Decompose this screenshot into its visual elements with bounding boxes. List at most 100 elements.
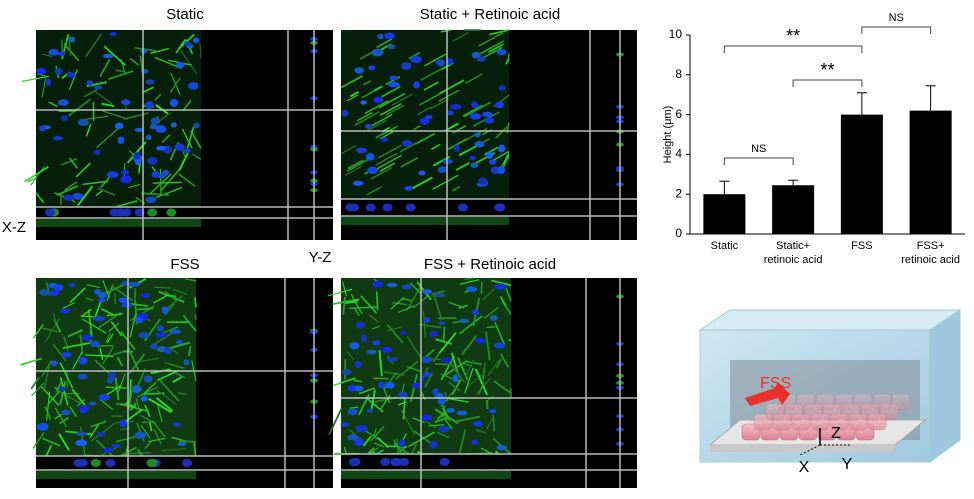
micrograph bbox=[340, 29, 637, 240]
actin-fiber bbox=[99, 59, 111, 77]
actin-fiber bbox=[170, 72, 181, 95]
xz-spot bbox=[391, 458, 402, 466]
actin-fiber bbox=[354, 110, 380, 127]
xz-spot bbox=[439, 458, 450, 466]
nucleus bbox=[54, 68, 63, 75]
actin-fiber bbox=[480, 447, 493, 455]
actin-fiber bbox=[72, 351, 83, 370]
nucleus bbox=[471, 51, 481, 59]
actin-fiber bbox=[144, 440, 152, 450]
actin-fiber bbox=[140, 424, 151, 439]
actin-fiber bbox=[59, 362, 74, 389]
actin-fiber bbox=[371, 113, 393, 127]
actin-fiber bbox=[346, 94, 359, 102]
x-tick-label: Static+ retinoic acid bbox=[764, 240, 823, 266]
nucleus bbox=[183, 359, 190, 366]
actin-fiber bbox=[61, 158, 78, 166]
nucleus bbox=[140, 293, 151, 298]
xz-spot bbox=[350, 458, 361, 466]
nucleus bbox=[57, 51, 66, 56]
flow-label: FSS bbox=[760, 375, 791, 392]
nucleus bbox=[465, 286, 478, 293]
actin-fiber bbox=[31, 382, 45, 397]
actin-fiber bbox=[379, 394, 391, 410]
cell bbox=[815, 393, 835, 411]
nucleus bbox=[496, 445, 507, 451]
actin-fiber bbox=[380, 131, 394, 140]
actin-fiber bbox=[127, 346, 140, 372]
nucleus bbox=[59, 308, 71, 314]
actin-fiber bbox=[97, 187, 116, 196]
nucleus bbox=[387, 357, 398, 362]
nucleus bbox=[446, 110, 454, 116]
actin-fiber bbox=[182, 314, 197, 332]
actin-fiber bbox=[446, 138, 468, 151]
actin-fiber bbox=[69, 406, 78, 417]
actin-fiber bbox=[75, 162, 91, 178]
actin-fiber bbox=[82, 180, 109, 186]
actin-fiber bbox=[144, 404, 151, 417]
nucleus bbox=[60, 409, 72, 416]
actin-fiber bbox=[502, 152, 510, 165]
actin-fiber bbox=[408, 51, 421, 60]
actin-fiber bbox=[343, 446, 348, 455]
actin-fiber bbox=[164, 362, 185, 369]
nucleus bbox=[77, 119, 89, 126]
actin-fiber bbox=[378, 144, 402, 159]
y-label: Y bbox=[842, 456, 853, 473]
actin-fiber bbox=[76, 399, 86, 407]
actin-fiber bbox=[102, 110, 128, 120]
nucleus bbox=[145, 134, 152, 141]
nucleus bbox=[349, 342, 360, 350]
xz-spot bbox=[457, 203, 468, 212]
xz-strip bbox=[36, 471, 196, 479]
actin-fiber bbox=[95, 190, 103, 197]
nucleus bbox=[54, 283, 64, 292]
actin-fiber bbox=[24, 166, 49, 183]
actin-fiber bbox=[106, 284, 114, 301]
z-label: Z bbox=[831, 425, 841, 442]
actin-fiber bbox=[376, 38, 393, 48]
actin-fiber bbox=[390, 297, 405, 310]
actin-fiber bbox=[489, 29, 510, 36]
nucleus bbox=[175, 61, 185, 68]
actin-fiber bbox=[366, 186, 382, 196]
nucleus bbox=[96, 431, 106, 437]
nucleus bbox=[145, 196, 157, 204]
actin-fiber bbox=[82, 318, 107, 334]
nucleus bbox=[176, 339, 183, 345]
nucleus bbox=[423, 371, 431, 377]
actin-fiber bbox=[462, 104, 483, 117]
actin-fiber bbox=[487, 359, 500, 377]
actin-fiber bbox=[184, 277, 197, 282]
nucleus bbox=[497, 166, 506, 174]
nucleus bbox=[60, 115, 68, 122]
actin-fiber bbox=[391, 93, 413, 106]
actin-fiber bbox=[108, 322, 120, 332]
x-tick-label: FSS+ retinoic acid bbox=[901, 240, 960, 266]
nucleus bbox=[342, 369, 352, 375]
actin-fiber bbox=[85, 354, 114, 358]
actin-fiber bbox=[155, 187, 183, 199]
y-axis-label: Height (μm) bbox=[662, 106, 674, 164]
actin-fiber bbox=[47, 389, 62, 405]
actin-fiber bbox=[347, 159, 364, 170]
actin-fiber bbox=[448, 381, 461, 392]
actin-fiber bbox=[116, 356, 124, 367]
actin-fiber bbox=[439, 79, 465, 95]
nucleus bbox=[473, 421, 483, 427]
actin-fiber bbox=[42, 437, 61, 447]
xz-label: X-Z bbox=[2, 219, 26, 236]
xz-spot bbox=[182, 459, 193, 467]
nucleus bbox=[118, 419, 127, 427]
actin-fiber bbox=[489, 44, 502, 53]
actin-fiber bbox=[156, 369, 180, 382]
actin-fiber bbox=[342, 296, 347, 315]
xz-spot bbox=[105, 459, 116, 467]
actin-fiber bbox=[367, 119, 388, 132]
actin-fiber bbox=[69, 287, 86, 304]
actin-fiber bbox=[185, 126, 195, 152]
nucleus bbox=[150, 343, 158, 350]
cell bbox=[834, 393, 854, 411]
actin-fiber bbox=[80, 308, 92, 318]
